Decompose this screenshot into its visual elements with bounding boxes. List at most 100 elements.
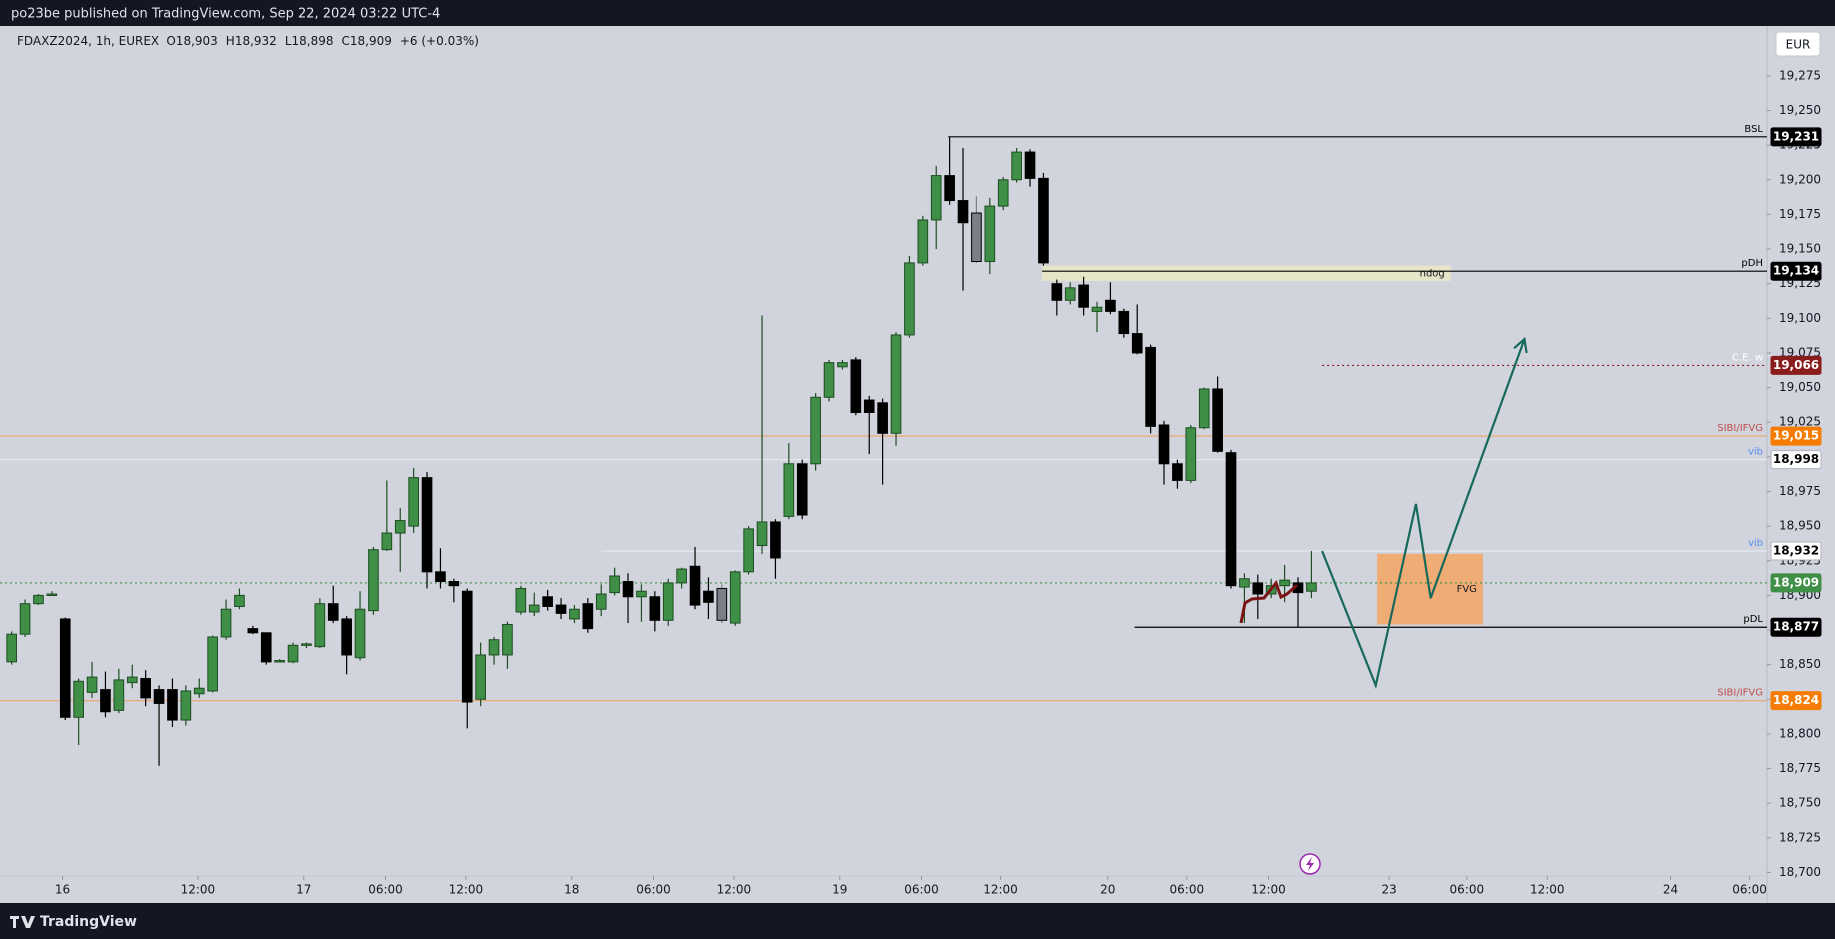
candle-body	[86, 676, 98, 693]
x-tick-label: 06:00	[1732, 883, 1767, 897]
level-name: SIBI/IFVG	[1717, 423, 1763, 434]
candle-body	[394, 520, 406, 534]
level-name: pDL	[1743, 614, 1763, 625]
candle-body	[220, 608, 232, 638]
candle-body	[609, 575, 620, 594]
candle-body	[167, 689, 178, 721]
legend-value: H18,932	[226, 34, 277, 48]
candle-body	[1252, 582, 1264, 595]
candle-body	[689, 565, 701, 606]
candle-body	[1225, 452, 1237, 587]
candle-body	[783, 463, 795, 517]
projection-path	[1321, 338, 1526, 690]
candle-body	[6, 633, 17, 663]
candle-body	[126, 676, 138, 684]
candle-body	[314, 603, 326, 648]
price-label-box	[1770, 355, 1822, 375]
zone-label: ndog	[1420, 268, 1445, 279]
price-label-box	[1770, 691, 1822, 711]
candle-body	[756, 521, 768, 547]
candle-body	[1078, 284, 1089, 308]
candle-body	[1011, 151, 1022, 181]
x-tick-label: 12:00	[1530, 883, 1565, 897]
candle-body	[1091, 306, 1103, 312]
zone	[1042, 265, 1451, 281]
candle-body	[595, 593, 607, 610]
level-name: BSL	[1744, 124, 1763, 135]
legend-value: +6 (+0.03%)	[400, 34, 479, 48]
candle-body	[461, 590, 473, 703]
candle-body	[207, 636, 218, 692]
price-label: 18,824	[1773, 693, 1819, 707]
x-tick-label: 06:00	[1450, 883, 1485, 897]
candle-body	[703, 590, 714, 603]
candle-body	[1024, 151, 1036, 179]
y-tick-label: 19,100	[1779, 311, 1821, 325]
price-label: 18,909	[1773, 575, 1819, 589]
candle-body	[636, 590, 647, 598]
candle-body	[1198, 388, 1210, 429]
price-label-box	[1770, 617, 1822, 637]
candle-body	[19, 603, 31, 635]
chart-pane	[0, 26, 1835, 903]
candle-body	[997, 179, 1009, 207]
candle-body	[1105, 299, 1116, 312]
candle-body	[301, 643, 312, 646]
candle-body	[890, 334, 902, 434]
candle-body	[1158, 424, 1170, 465]
y-tick-label: 19,025	[1779, 415, 1821, 429]
legend-value: O18,903	[166, 34, 217, 48]
candle-body	[770, 521, 781, 559]
candle-body	[100, 689, 111, 713]
legend-value: C18,909	[342, 34, 392, 48]
x-tick-label: 06:00	[1170, 883, 1205, 897]
x-tick-label: 19	[832, 883, 847, 897]
candle-body	[502, 623, 513, 656]
alert-icon[interactable]	[1299, 853, 1321, 875]
candle-body	[1131, 333, 1143, 354]
y-tick-label: 18,950	[1779, 519, 1821, 533]
candle-body	[555, 604, 567, 614]
candle-body	[113, 679, 125, 711]
candle-body	[863, 399, 875, 414]
x-tick-label: 24	[1663, 883, 1678, 897]
price-label-box	[1770, 450, 1822, 470]
zone-label: FVG	[1457, 584, 1477, 595]
candle-body	[716, 587, 728, 621]
candle-body	[33, 594, 44, 605]
candle-body	[140, 678, 151, 699]
candle-body	[234, 594, 245, 607]
candle-body	[930, 175, 942, 221]
currency-button[interactable]: EUR	[1775, 31, 1821, 57]
price-label-box	[1770, 127, 1822, 147]
candle-body	[662, 582, 674, 621]
level-name: pDH	[1741, 258, 1763, 269]
candle-body	[796, 463, 808, 516]
legend: FDAXZ2024, 1h, EUREX O18,903 H18,932 L18,89…	[17, 34, 479, 48]
y-tick-label: 18,775	[1779, 761, 1821, 775]
brand-name: TradingView	[40, 914, 137, 930]
currency[interactable]: EUR	[1786, 38, 1811, 52]
x-tick-label: 20	[1100, 883, 1115, 897]
y-tick-label: 18,725	[1779, 830, 1821, 844]
x-tick-label: 06:00	[368, 883, 403, 897]
candle-body	[475, 654, 486, 700]
candle-body	[354, 608, 366, 659]
candle-body	[1051, 283, 1063, 301]
candle-body	[193, 687, 205, 695]
candle-body	[1064, 287, 1076, 301]
currency-box[interactable]	[1775, 31, 1821, 57]
x-tick-label: 12:00	[181, 883, 216, 897]
price-label: 19,134	[1773, 264, 1819, 278]
level-name: SIBI/IFVG	[1717, 688, 1763, 699]
candle-body	[448, 581, 460, 587]
brand: TradingView	[10, 914, 137, 930]
candle-body	[743, 528, 754, 573]
candle-body	[582, 603, 594, 630]
candle-body	[904, 262, 915, 336]
candle-body	[944, 175, 955, 202]
alert-bolt[interactable]	[1306, 857, 1314, 871]
candle-body	[247, 628, 259, 634]
candle-body	[823, 362, 835, 398]
y-tick-label: 19,250	[1779, 103, 1821, 117]
